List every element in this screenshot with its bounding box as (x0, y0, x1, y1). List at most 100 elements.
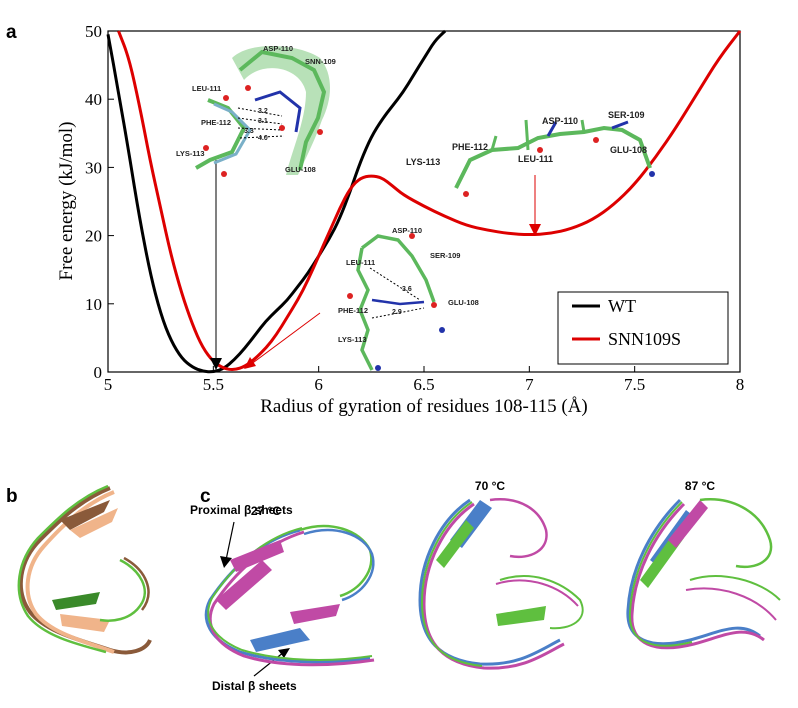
series-line-snn109s (117, 30, 742, 371)
structure-70c (418, 498, 584, 670)
mutant-compact-inset: ASP-110 SER-109 LEU-111 PHE-112 LYS-113 … (338, 226, 479, 371)
free-energy-chart: 5 5.5 6 6.5 7 7.5 8 0 10 20 30 40 50 Radius of gyrat… (56, 22, 744, 417)
arrowhead-snn-minimum (244, 357, 256, 369)
residue-label: LYS-113 (176, 149, 205, 158)
loop-green (699, 498, 773, 569)
legend-label-wt: WT (608, 296, 636, 316)
distance-label: 3.6 (402, 286, 412, 293)
distal-sheets-label: Distal β sheets (212, 679, 297, 693)
ribbon-green (420, 501, 483, 667)
loop-green (499, 575, 584, 630)
wt-nitrogen-segments (254, 90, 302, 133)
residue-label: SNN-109 (305, 57, 336, 66)
residue-label: PHE-112 (338, 306, 368, 315)
temperature-label-27: 27 °C (251, 504, 281, 518)
oxygen-atom (245, 85, 251, 91)
residue-label: LEU-111 (518, 154, 553, 164)
beta-sheet-magenta-3 (290, 604, 340, 624)
residue-label: GLU-108 (448, 298, 479, 307)
loop-brown (123, 556, 150, 611)
wt-structure-inset: ASP-110 SNN-109 LEU-111 PHE-112 LYS-113 … (176, 44, 336, 177)
residue-label: PHE-112 (201, 118, 231, 127)
hbond (237, 127, 283, 131)
y-tick-label: 40 (85, 90, 102, 109)
y-tick-label: 30 (85, 158, 102, 177)
residue-label: LYS-113 (338, 335, 367, 344)
series-layer (106, 29, 742, 374)
proximal-sheets-label: Proximal β sheets (190, 503, 293, 517)
mutant-extended-inset: SER-109 ASP-110 PHE-112 LYS-113 LEU-111 … (406, 110, 655, 197)
series-line-wt (106, 29, 447, 374)
arrowhead-distal (278, 648, 290, 658)
distance-label: 4.0 (258, 135, 268, 142)
loop-blue (303, 528, 375, 602)
hbond (369, 267, 421, 301)
residue-label: ASP-110 (263, 44, 293, 53)
axis-ticks: 5 5.5 6 6.5 7 7.5 8 0 10 20 30 40 50 (85, 22, 744, 394)
wt-backbone-2 (195, 98, 247, 170)
x-tick-label: 7.5 (624, 375, 645, 394)
nitrogen-segments (371, 298, 425, 306)
extended-backbone (454, 125, 652, 189)
extended-nitrogen (546, 120, 629, 137)
ribbon-green (628, 501, 693, 647)
oxygen-atom (431, 302, 437, 308)
legend-label-snn109s: SNN109S (608, 329, 681, 349)
legend: WT SNN109S (557, 291, 729, 365)
nitrogen-atom (439, 327, 445, 333)
distance-label: 2.9 (392, 309, 402, 316)
x-tick-label: 7 (525, 375, 534, 394)
beta-sheet-magenta (668, 500, 708, 548)
residue-label: ASP-110 (542, 116, 578, 126)
beta-sheet-magenta (216, 560, 272, 610)
residue-label: GLU-108 (285, 165, 316, 174)
hbond (371, 307, 425, 319)
beta-sheet-peach-2 (60, 614, 110, 632)
arrowhead-snn-extended (529, 224, 541, 236)
panel-c-structures: 27 °C 70 °C 87 °C Proximal β sheets Dist… (190, 479, 781, 693)
oxygen-atom (317, 129, 323, 135)
residue-label: SER-109 (430, 251, 460, 260)
legend-box (557, 291, 729, 365)
panel-b-structures (17, 484, 152, 655)
loop-green-2 (689, 575, 781, 601)
distance-label: 3.2 (258, 108, 268, 115)
residue-label: LEU-111 (346, 258, 375, 267)
panel-label-a: a (6, 22, 17, 43)
x-axis-title: Radius of gyration of residues 108-115 (… (260, 396, 588, 417)
arrow-proximal (225, 521, 235, 561)
distance-label: 3.1 (258, 118, 268, 125)
oxygen-atom (593, 137, 599, 143)
wt-backbone (238, 49, 327, 171)
beta-sheet-magenta-2 (230, 540, 284, 572)
ribbon-green (17, 484, 109, 654)
oxygen-atom (537, 147, 543, 153)
hbond (237, 117, 283, 125)
beta-sheet-blue (250, 628, 310, 652)
y-tick-label: 50 (85, 22, 102, 41)
oxygen-atom (409, 233, 415, 239)
hbond (237, 107, 283, 117)
oxygen-atom (221, 171, 227, 177)
x-tick-label: 5.5 (203, 375, 224, 394)
panel-label-b: b (6, 486, 18, 507)
y-tick-label: 0 (94, 363, 103, 382)
x-tick-label: 8 (736, 375, 745, 394)
x-tick-label: 5 (104, 375, 113, 394)
beta-sheet-green-2 (496, 606, 546, 626)
residue-label: ASP-110 (392, 226, 422, 235)
oxygen-atom (203, 145, 209, 151)
distance-label: 3.3 (244, 128, 254, 135)
residue-label: LYS-113 (406, 157, 440, 167)
arrow-distal (253, 651, 285, 677)
structure-87c (626, 498, 781, 650)
arrowhead-proximal (220, 556, 232, 568)
arrowhead-wt (210, 358, 222, 370)
residue-label: LEU-111 (192, 84, 221, 93)
temperature-label-87: 87 °C (685, 479, 715, 493)
loop-green (99, 558, 146, 622)
panel-label-c: c (200, 486, 211, 507)
y-tick-label: 20 (85, 227, 102, 246)
loop-magenta-2 (495, 579, 579, 607)
compact-backbone-2 (356, 247, 374, 371)
